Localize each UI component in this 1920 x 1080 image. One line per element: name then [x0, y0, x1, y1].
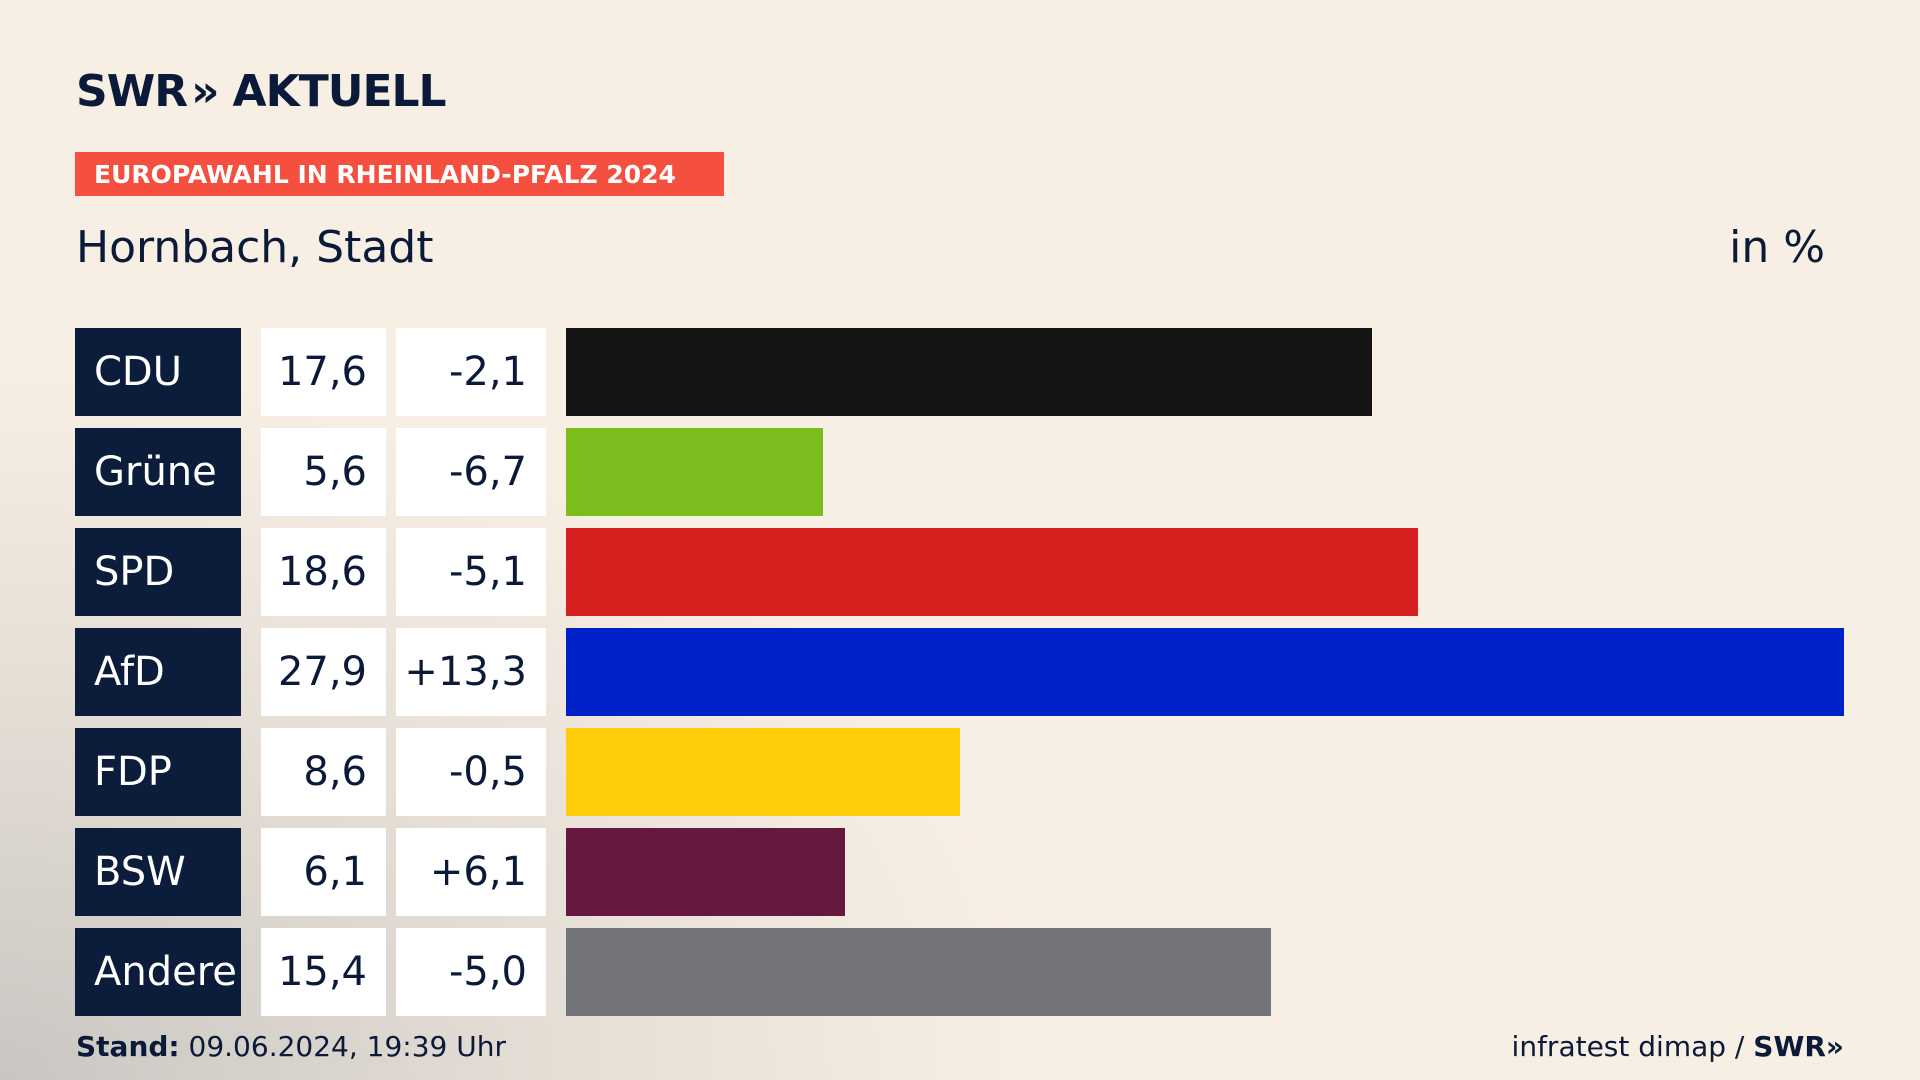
bar: [566, 828, 846, 916]
change-label: -5,0: [396, 928, 546, 1016]
bar: [566, 728, 960, 816]
subtitle-banner: EUROPAWAHL IN RHEINLAND-PFALZ 2024: [75, 152, 724, 196]
value-label: 15,4: [261, 928, 386, 1016]
bar: [566, 328, 1373, 416]
unit-label: in %: [1729, 222, 1825, 273]
value-label: 5,6: [261, 428, 386, 516]
logo-chevrons: »: [191, 66, 219, 117]
value-label: 27,9: [261, 628, 386, 716]
logo: SWR » AKTUELL: [76, 66, 447, 117]
party-label: AfD: [75, 628, 241, 716]
party-label: FDP: [75, 728, 241, 816]
value-label: 17,6: [261, 328, 386, 416]
logo-brand: SWR: [76, 66, 188, 117]
logo-suffix: AKTUELL: [232, 66, 447, 117]
party-label: BSW: [75, 828, 241, 916]
change-label: -0,5: [396, 728, 546, 816]
party-label: CDU: [75, 328, 241, 416]
bar: [566, 528, 1418, 616]
stand-date: 09.06.2024, 19:39 Uhr: [188, 1030, 506, 1063]
footer-source: infratest dimap / SWR»: [1512, 1030, 1844, 1063]
bar: [566, 428, 823, 516]
bar: [566, 928, 1272, 1016]
footer-logo: SWR: [1753, 1030, 1826, 1063]
subtitle: EUROPAWAHL IN RHEINLAND-PFALZ 2024: [94, 159, 676, 189]
change-label: -6,7: [396, 428, 546, 516]
change-label: +13,3: [396, 628, 546, 716]
party-label: SPD: [75, 528, 241, 616]
change-label: +6,1: [396, 828, 546, 916]
stand-label: Stand:: [76, 1030, 180, 1063]
source: infratest dimap /: [1511, 1030, 1745, 1063]
value-label: 8,6: [261, 728, 386, 816]
change-label: -2,1: [396, 328, 546, 416]
party-label: Andere: [75, 928, 241, 1016]
party-label: Grüne: [75, 428, 241, 516]
value-label: 6,1: [261, 828, 386, 916]
chart-title: Hornbach, Stadt: [76, 222, 434, 273]
footer-chevrons: »: [1825, 1030, 1844, 1063]
change-label: -5,1: [396, 528, 546, 616]
bar: [566, 628, 1844, 716]
value-label: 18,6: [261, 528, 386, 616]
footer-stand: Stand: 09.06.2024, 19:39 Uhr: [76, 1030, 506, 1063]
